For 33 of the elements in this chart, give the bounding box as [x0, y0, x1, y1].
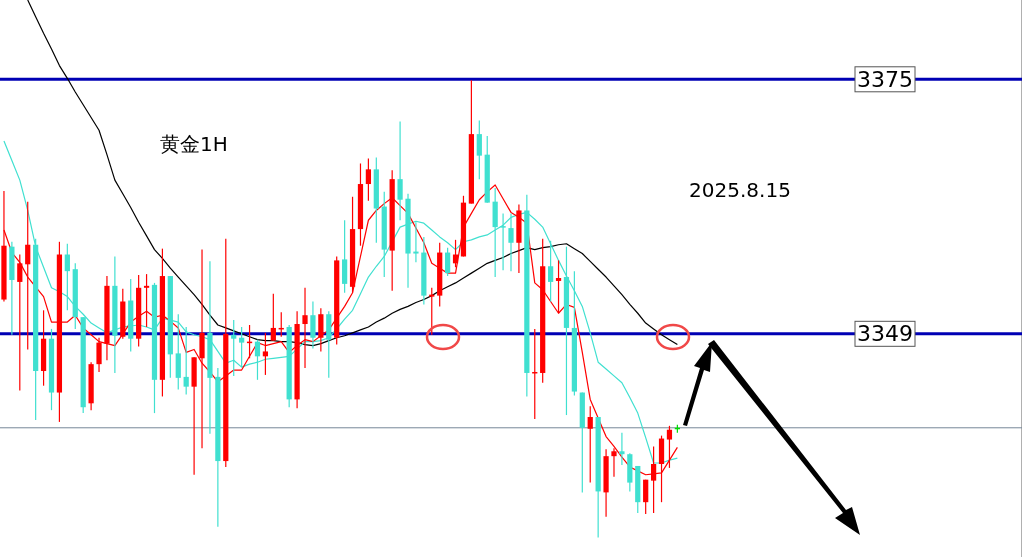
candlestick [429, 287, 435, 336]
candlestick [143, 273, 150, 328]
candlestick [413, 221, 419, 263]
candlestick [397, 120, 403, 221]
candlestick [318, 307, 324, 353]
candlestick [231, 319, 237, 377]
candlestick [25, 201, 31, 351]
candlestick [270, 293, 276, 342]
candlestick [666, 425, 673, 469]
candlestick [500, 212, 506, 271]
y-tick: 3349 [854, 320, 916, 347]
candlestick [96, 337, 102, 373]
candlestick [239, 326, 245, 368]
text: 黄金1H [160, 132, 228, 156]
candlestick [262, 332, 269, 376]
candlestick [476, 119, 482, 180]
candlestick [254, 339, 261, 381]
candlestick [199, 249, 205, 449]
candlestick [365, 157, 372, 202]
candlestick [508, 212, 514, 272]
candlestick [64, 243, 70, 311]
candlestick [643, 479, 649, 515]
candlestick [310, 300, 316, 350]
annotation: 2025.8.15 [689, 178, 791, 202]
candlestick [555, 259, 562, 313]
candlestick [548, 240, 554, 303]
candlestick [587, 405, 593, 484]
candlestick [619, 432, 625, 466]
candlestick [17, 253, 23, 392]
candlestick [445, 247, 451, 277]
candlestick [183, 326, 189, 396]
candlestick [302, 287, 308, 369]
y-tick: 3375 [854, 66, 916, 93]
